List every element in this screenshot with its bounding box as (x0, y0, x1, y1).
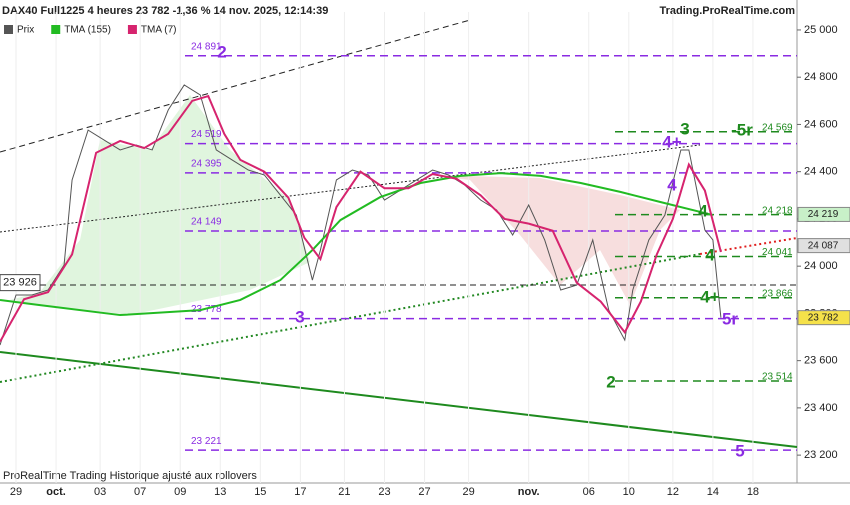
trendline (0, 351, 798, 448)
x-tick-label: 13 (214, 486, 226, 498)
wave-label: 4+ (700, 287, 719, 306)
x-tick-label: 15 (254, 486, 266, 498)
price-tag-label: 23 782 (808, 312, 839, 323)
price-tag (797, 206, 850, 222)
x-tick-label: 17 (294, 486, 306, 498)
x-tick-label: 21 (338, 486, 350, 498)
price-tag (0, 274, 41, 292)
price-tag-label: 24 087 (808, 240, 839, 251)
wave-label: 5r (722, 309, 738, 328)
legend-label: Prix (17, 25, 34, 36)
level-label: 24 519 (191, 129, 222, 140)
legend-label: TMA (155) (64, 25, 111, 36)
wave-label: -5r (731, 120, 753, 139)
wave-label: 3 (295, 307, 304, 326)
wave-label: 5 (735, 441, 744, 460)
legend-label: TMA (7) (141, 25, 177, 36)
x-tick-label: 12 (667, 486, 679, 498)
legend-swatch (4, 25, 13, 34)
level-label: 23 778 (191, 304, 222, 315)
x-tick-label: 29 (462, 486, 474, 498)
series-line (0, 94, 722, 343)
legend-swatch (51, 25, 61, 34)
y-tick-label: 25 000 (804, 24, 838, 36)
wave-label: 4 (698, 201, 708, 220)
x-tick-label: oct. (46, 486, 66, 498)
price-tag (797, 238, 850, 254)
x-tick-label: 03 (94, 486, 106, 498)
level-label: 23 866 (762, 288, 793, 299)
x-tick-label: 14 (707, 486, 719, 498)
level-label: 24 041 (762, 247, 793, 258)
level-label: 24 891 (191, 41, 222, 52)
y-tick-label: 24 600 (804, 118, 838, 130)
wave-label: 4 (667, 175, 677, 194)
price-tag-label: 23 926 (3, 277, 37, 289)
trendline (0, 19, 471, 153)
price-tag (797, 310, 850, 326)
level-label: 24 569 (762, 122, 793, 133)
level-label: 24 149 (191, 217, 222, 228)
price-tag-label: 24 219 (808, 209, 839, 220)
level-label: 24 218 (762, 205, 793, 216)
x-tick-label: 07 (134, 486, 146, 498)
y-tick-label: 24 400 (804, 166, 838, 178)
y-tick-label: 23 200 (804, 449, 838, 461)
x-tick-label: 29 (10, 486, 22, 498)
wave-label: 2 (606, 372, 615, 391)
series-line (0, 84, 722, 346)
x-tick-label: 09 (174, 486, 186, 498)
x-tick-label: 18 (747, 486, 759, 498)
wave-label: 2 (217, 42, 226, 61)
wave-label: 3 (680, 119, 689, 138)
chart-title: DAX40 Full1225 4 heures 23 782 -1,36 % 1… (2, 5, 328, 17)
level-label: 23 221 (191, 436, 222, 447)
tma-fill-up (10, 95, 310, 315)
series-line (0, 172, 714, 317)
wave-label: 4+ (662, 132, 681, 151)
trendline (699, 237, 798, 255)
x-tick-label: 10 (623, 486, 635, 498)
y-tick-label: 23 600 (804, 355, 838, 367)
source: Trading.ProRealTime.com (659, 5, 795, 17)
trendline (0, 253, 701, 383)
legend-swatch (127, 25, 137, 34)
wave-label: 4 (705, 245, 715, 264)
level-label: 24 395 (191, 158, 222, 169)
level-label: 23 514 (762, 372, 793, 383)
tma-fill-down (430, 175, 680, 305)
y-tick-label: 24 000 (804, 260, 838, 272)
y-tick-label: 23 400 (804, 402, 838, 414)
footer: ProRealTime Trading Historique ajusté au… (3, 470, 257, 482)
x-tick-label: 06 (583, 486, 595, 498)
x-tick-label: nov. (518, 486, 540, 498)
y-tick-label: 24 800 (804, 71, 838, 83)
x-tick-label: 23 (378, 486, 390, 498)
x-tick-label: 27 (418, 486, 430, 498)
